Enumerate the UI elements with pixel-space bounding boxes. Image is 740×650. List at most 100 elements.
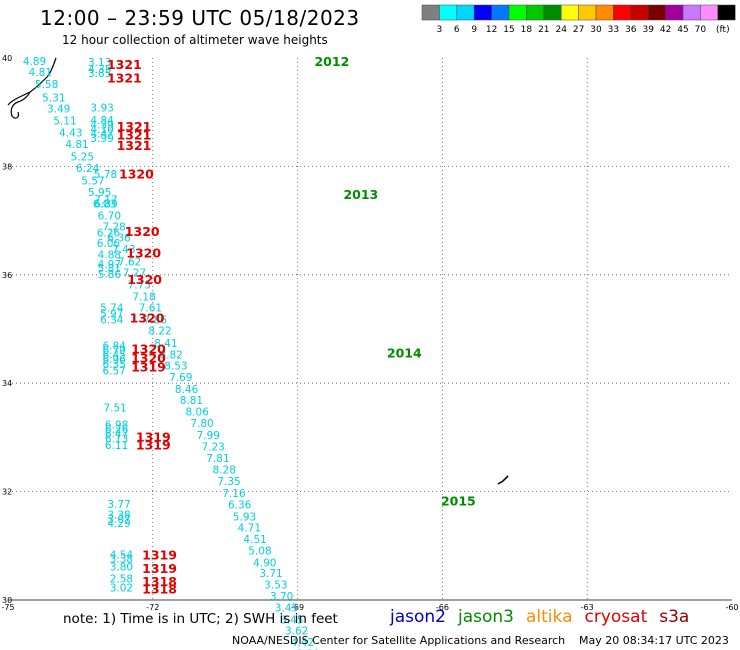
wave-height-value: 5.97 bbox=[100, 309, 123, 321]
wave-height-value: 6.06 bbox=[97, 238, 121, 250]
wave-height-value: 6.79 bbox=[102, 345, 125, 357]
wave-height-value: 4.90 bbox=[253, 557, 276, 569]
wave-height-value: 4.43 bbox=[59, 128, 82, 140]
scale-label: 70 bbox=[695, 25, 707, 35]
wave-height-value: 6.45 bbox=[102, 349, 125, 361]
wave-height-value: 2.58 bbox=[110, 574, 133, 586]
wave-height-value: 3.02 bbox=[110, 582, 133, 594]
wave-height-value: 7.23 bbox=[201, 441, 224, 453]
wave-height-value: 7.80 bbox=[190, 418, 213, 430]
wave-height-value: 3.38 bbox=[110, 554, 133, 566]
wave-height-value: 6.89 bbox=[94, 199, 117, 211]
bermuda-island bbox=[497, 475, 509, 485]
pass-number-label: 1321 bbox=[107, 70, 142, 85]
latitude-tick-label: 40 bbox=[2, 54, 12, 63]
wave-height-value: 5.86 bbox=[98, 269, 122, 281]
wave-height-value: 3.85 bbox=[88, 68, 111, 80]
wave-height-value: 5.58 bbox=[35, 79, 58, 91]
wave-height-value: 3.45 bbox=[275, 602, 298, 614]
scale-label: 36 bbox=[625, 25, 637, 35]
chart-subtitle: 12 hour collection of altimeter wave hei… bbox=[62, 33, 328, 47]
wave-height-value: 3.99 bbox=[90, 133, 113, 145]
wave-height-value: 3.80 bbox=[110, 562, 133, 574]
wave-height-value: 6.70 bbox=[98, 211, 121, 223]
wave-height-value: 3.71 bbox=[259, 568, 282, 580]
scale-label: 30 bbox=[590, 25, 602, 35]
wave-height-value: 7.16 bbox=[222, 488, 246, 500]
wave-height-value: 3.29 bbox=[297, 648, 320, 650]
footer-credit: NOAA/NESDIS Center for Satellite Applica… bbox=[232, 634, 566, 647]
wave-height-value: 7.51 bbox=[103, 402, 126, 414]
wave-height-value: 4.84 bbox=[90, 115, 114, 127]
scale-label: 42 bbox=[660, 25, 671, 35]
scale-label: 12 bbox=[486, 25, 497, 35]
wave-height-value: 5.95 bbox=[88, 187, 111, 199]
scale-label: 3 bbox=[437, 25, 443, 35]
wave-height-value: 8.46 bbox=[175, 384, 199, 396]
wave-height-value: 6.36 bbox=[228, 499, 252, 511]
wave-height-value: 8.53 bbox=[164, 361, 187, 373]
pass-number-label: 1319 bbox=[136, 430, 171, 445]
scale-label: 21 bbox=[538, 25, 549, 35]
wave-height-color-scale: 3 6 9 12 15 18 21 24 27 30 33 36 39 42 45 70 (ft) bbox=[421, 4, 736, 35]
wave-height-value: 3.49 bbox=[47, 104, 70, 116]
wave-height-value: 6.47 bbox=[105, 428, 128, 440]
wave-height-value: 6.84 bbox=[102, 341, 126, 353]
legend-s3a: s3a bbox=[659, 607, 690, 627]
pass-number-label: 1319 bbox=[131, 359, 166, 374]
longitude-tick-label: -69 bbox=[291, 603, 304, 612]
wave-height-value: 5.08 bbox=[248, 545, 271, 557]
pass-number-label: 1321 bbox=[107, 57, 142, 72]
wave-height-value: 6.34 bbox=[100, 315, 124, 327]
coastline bbox=[7, 57, 57, 119]
wave-height-value: 6.13 bbox=[105, 433, 128, 445]
wave-height-value: 7.18 bbox=[132, 291, 155, 303]
wave-height-value: 8.22 bbox=[148, 325, 171, 337]
longitude-tick-label: -60 bbox=[725, 603, 738, 612]
longitude-tick-label: -72 bbox=[146, 603, 159, 612]
longitude-tick-label: -66 bbox=[436, 603, 449, 612]
wave-height-value: 3.38 bbox=[107, 510, 130, 522]
wave-height-value: 7.86 bbox=[144, 315, 168, 327]
wave-height-value: 7.27 bbox=[123, 267, 146, 279]
wave-height-value: 6.26 bbox=[97, 227, 121, 239]
wave-height-value: 3.93 bbox=[90, 103, 113, 115]
units-note: note: 1) Time is in UTC; 2) SWH is in fe… bbox=[63, 611, 338, 627]
pass-number-label: 1320 bbox=[130, 310, 165, 325]
pass-number-label: 1319 bbox=[142, 547, 177, 562]
scale-label: 15 bbox=[503, 25, 514, 35]
wave-height-value: 4.81 bbox=[65, 139, 88, 151]
wave-height-value: 5.93 bbox=[233, 511, 256, 523]
wave-height-value: 7.81 bbox=[206, 453, 229, 465]
wave-height-value: 8.28 bbox=[213, 465, 236, 477]
wave-height-value: 4.54 bbox=[110, 549, 134, 561]
wave-height-value: 6.11 bbox=[105, 440, 128, 452]
wave-height-value: 7.43 bbox=[112, 244, 135, 256]
latitude-tick-label: 34 bbox=[2, 379, 12, 388]
wave-height-value: 4.71 bbox=[238, 523, 261, 535]
scale-label: 24 bbox=[555, 25, 567, 35]
wave-height-value: 3.13 bbox=[88, 57, 111, 69]
longitude-tick-label: -75 bbox=[1, 603, 14, 612]
wave-height-value: 7.62 bbox=[118, 257, 141, 269]
wave-height-value: 7.75 bbox=[128, 279, 151, 291]
wave-height-value: 4.47 bbox=[90, 129, 113, 141]
wave-height-value: 8.81 bbox=[180, 395, 203, 407]
wave-height-value: 4.51 bbox=[243, 534, 266, 546]
wave-height-value: 3.77 bbox=[107, 499, 130, 511]
scale-label: 6 bbox=[454, 25, 460, 35]
wave-height-value: 3.45 bbox=[280, 614, 303, 626]
scale-label: 39 bbox=[642, 25, 654, 35]
latitude-tick-label: 36 bbox=[2, 271, 12, 280]
wave-height-value: 5.31 bbox=[42, 92, 65, 104]
pass-number-label: 1320 bbox=[131, 341, 166, 356]
wave-height-value: 4.81 bbox=[29, 67, 52, 79]
wave-height-value: 8.82 bbox=[159, 349, 182, 361]
wave-height-value: 5.57 bbox=[81, 175, 104, 187]
wave-height-value: 3.53 bbox=[264, 580, 287, 592]
pass-number-label: 1321 bbox=[117, 138, 152, 153]
wave-height-value: 6.36 bbox=[107, 233, 131, 245]
wave-height-value: 4.42 bbox=[291, 637, 314, 649]
pass-number-label: 1321 bbox=[117, 119, 152, 134]
wave-height-value: 5.11 bbox=[53, 116, 76, 128]
